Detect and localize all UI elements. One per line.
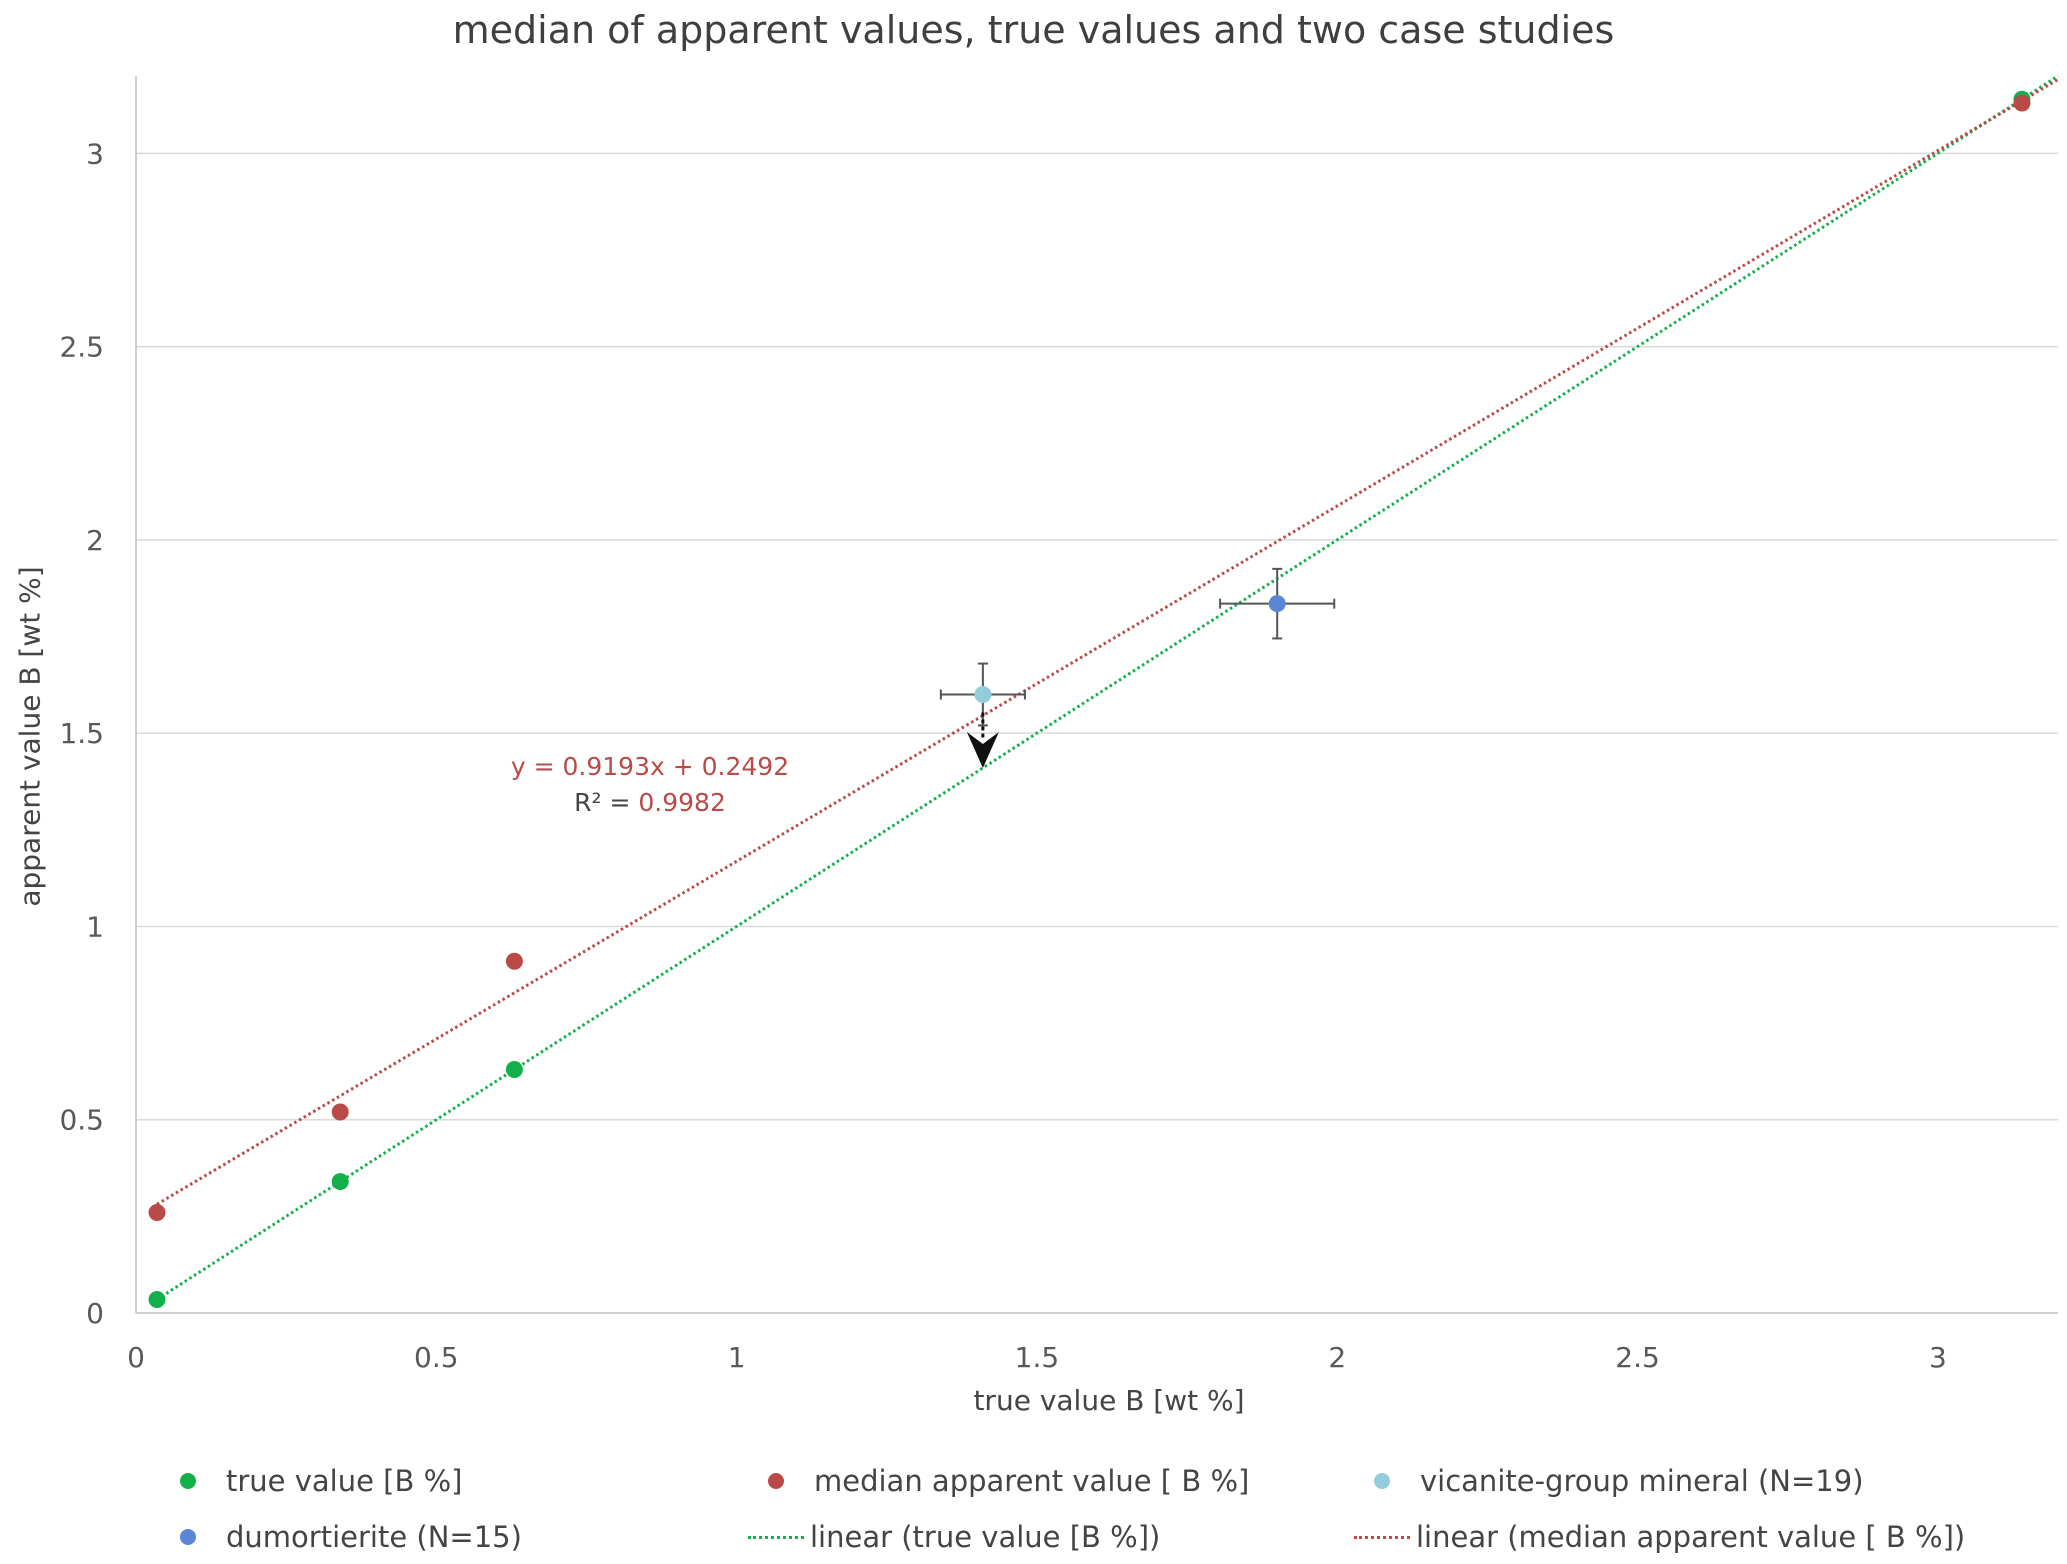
legend-label: median apparent value [ B %] <box>814 1464 1250 1498</box>
legend-item-linear-median: linear (median apparent value [ B %]) <box>1354 1520 1965 1554</box>
y-tick-label: 2 <box>86 524 104 557</box>
legend-item-vicanite: vicanite-group mineral (N=19) <box>1354 1464 1864 1498</box>
legend-marker-linear-true <box>748 1535 804 1539</box>
legend-item-dumortierite: dumortierite (N=15) <box>160 1520 522 1554</box>
x-tick-label: 0.5 <box>414 1341 459 1374</box>
y-tick-label: 1 <box>86 910 104 943</box>
legend-marker-dumortierite <box>180 1529 196 1545</box>
y-tick-label: 2.5 <box>59 331 104 364</box>
legend-label: dumortierite (N=15) <box>226 1520 522 1554</box>
trendline-true_value <box>156 74 2059 1301</box>
y-axis-title: apparent value B [wt %] <box>13 566 47 907</box>
trendline-median_apparent <box>156 78 2059 1206</box>
r-squared-prefix: R² = <box>574 788 639 817</box>
legend-marker-linear-median <box>1354 1535 1410 1539</box>
x-tick-label: 0 <box>127 1341 145 1374</box>
data-point-dumortierite <box>1268 595 1286 613</box>
data-point-median_apparent <box>331 1103 349 1121</box>
legend-marker-median-apparent <box>768 1473 784 1489</box>
legend-item-linear-true: linear (true value [B %]) <box>748 1520 1160 1554</box>
legend-label: linear (median apparent value [ B %]) <box>1416 1520 1966 1554</box>
data-point-median_apparent <box>505 952 523 970</box>
legend-marker-true-value <box>180 1473 196 1489</box>
x-tick-label: 3 <box>1929 1341 1947 1374</box>
y-tick-label: 1.5 <box>59 717 104 750</box>
data-point-true_value <box>331 1173 349 1191</box>
x-tick-label: 1 <box>728 1341 746 1374</box>
legend-item-true-value: true value [B %] <box>160 1464 462 1498</box>
data-point-true_value <box>505 1060 523 1078</box>
data-point-vicanite <box>974 686 992 703</box>
trendline-r-squared: R² = 0.9982 <box>480 788 820 817</box>
x-axis-title: true value B [wt %] <box>973 1384 1245 1417</box>
trendline-equation: y = 0.9193x + 0.2492 <box>510 752 790 781</box>
data-point-median_apparent <box>148 1203 166 1221</box>
y-tick-label: 0.5 <box>59 1104 104 1137</box>
data-point-median_apparent <box>2013 94 2031 112</box>
arrow-head <box>966 731 999 768</box>
x-tick-label: 1.5 <box>1015 1341 1060 1374</box>
legend: true value [B %] median apparent value [… <box>0 1448 2067 1558</box>
y-tick-label: 0 <box>86 1297 104 1330</box>
x-tick-label: 2 <box>1328 1341 1346 1374</box>
x-tick-label: 2.5 <box>1615 1341 1660 1374</box>
chart-title: median of apparent values, true values a… <box>452 8 1615 52</box>
data-point-true_value <box>148 1290 166 1308</box>
y-tick-label: 3 <box>86 137 104 170</box>
legend-label: vicanite-group mineral (N=19) <box>1420 1464 1864 1498</box>
r-squared-value: 0.9982 <box>638 788 726 817</box>
legend-label: true value [B %] <box>226 1464 463 1498</box>
legend-label: linear (true value [B %]) <box>810 1520 1161 1554</box>
legend-item-median-apparent: median apparent value [ B %] <box>748 1464 1249 1498</box>
legend-marker-vicanite <box>1374 1473 1390 1489</box>
